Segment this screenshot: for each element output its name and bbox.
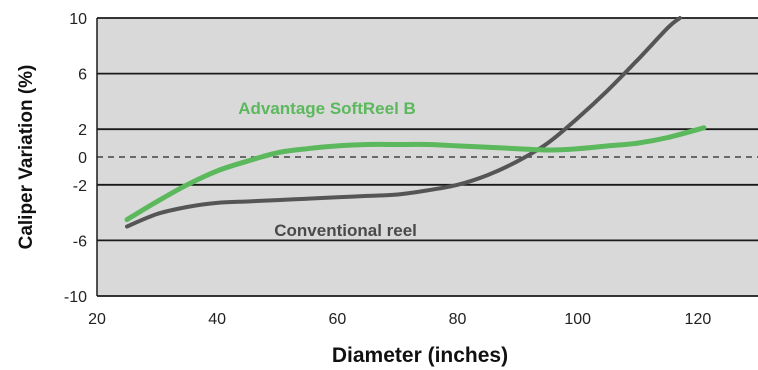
series-line-advantage-softreel-b: [124, 125, 707, 223]
y-tick-label: 6: [78, 67, 87, 84]
series-lines: [124, 16, 707, 229]
series-label-conventional-reel: Conventional reel: [274, 221, 417, 240]
y-tick-label: -2: [73, 178, 87, 195]
x-tick-label: 40: [208, 311, 226, 328]
x-tick-labels: 20 40 60 80 100 120: [88, 311, 711, 328]
x-tick-label: 100: [564, 311, 591, 328]
x-tick-label: 80: [449, 311, 467, 328]
series-line-conventional-reel: [125, 16, 682, 229]
x-tick-label: 20: [88, 311, 106, 328]
series-label-advantage-softreel-b: Advantage SoftReel B: [238, 99, 416, 118]
y-tick-labels: 10 6 2 0 -2 -6 -10: [64, 11, 87, 306]
y-tick-label: -10: [64, 289, 87, 306]
y-tick-label: 10: [69, 11, 87, 28]
y-tick-label: 2: [78, 122, 87, 139]
x-tick-label: 120: [685, 311, 712, 328]
y-tick-label: -6: [73, 233, 87, 250]
x-tick-label: 60: [328, 311, 346, 328]
y-tick-label: 0: [78, 150, 87, 167]
y-axis-title: Caliper Variation (%): [16, 65, 37, 250]
x-axis-title: Diameter (inches): [332, 344, 508, 367]
grid-lines: [96, 17, 758, 297]
